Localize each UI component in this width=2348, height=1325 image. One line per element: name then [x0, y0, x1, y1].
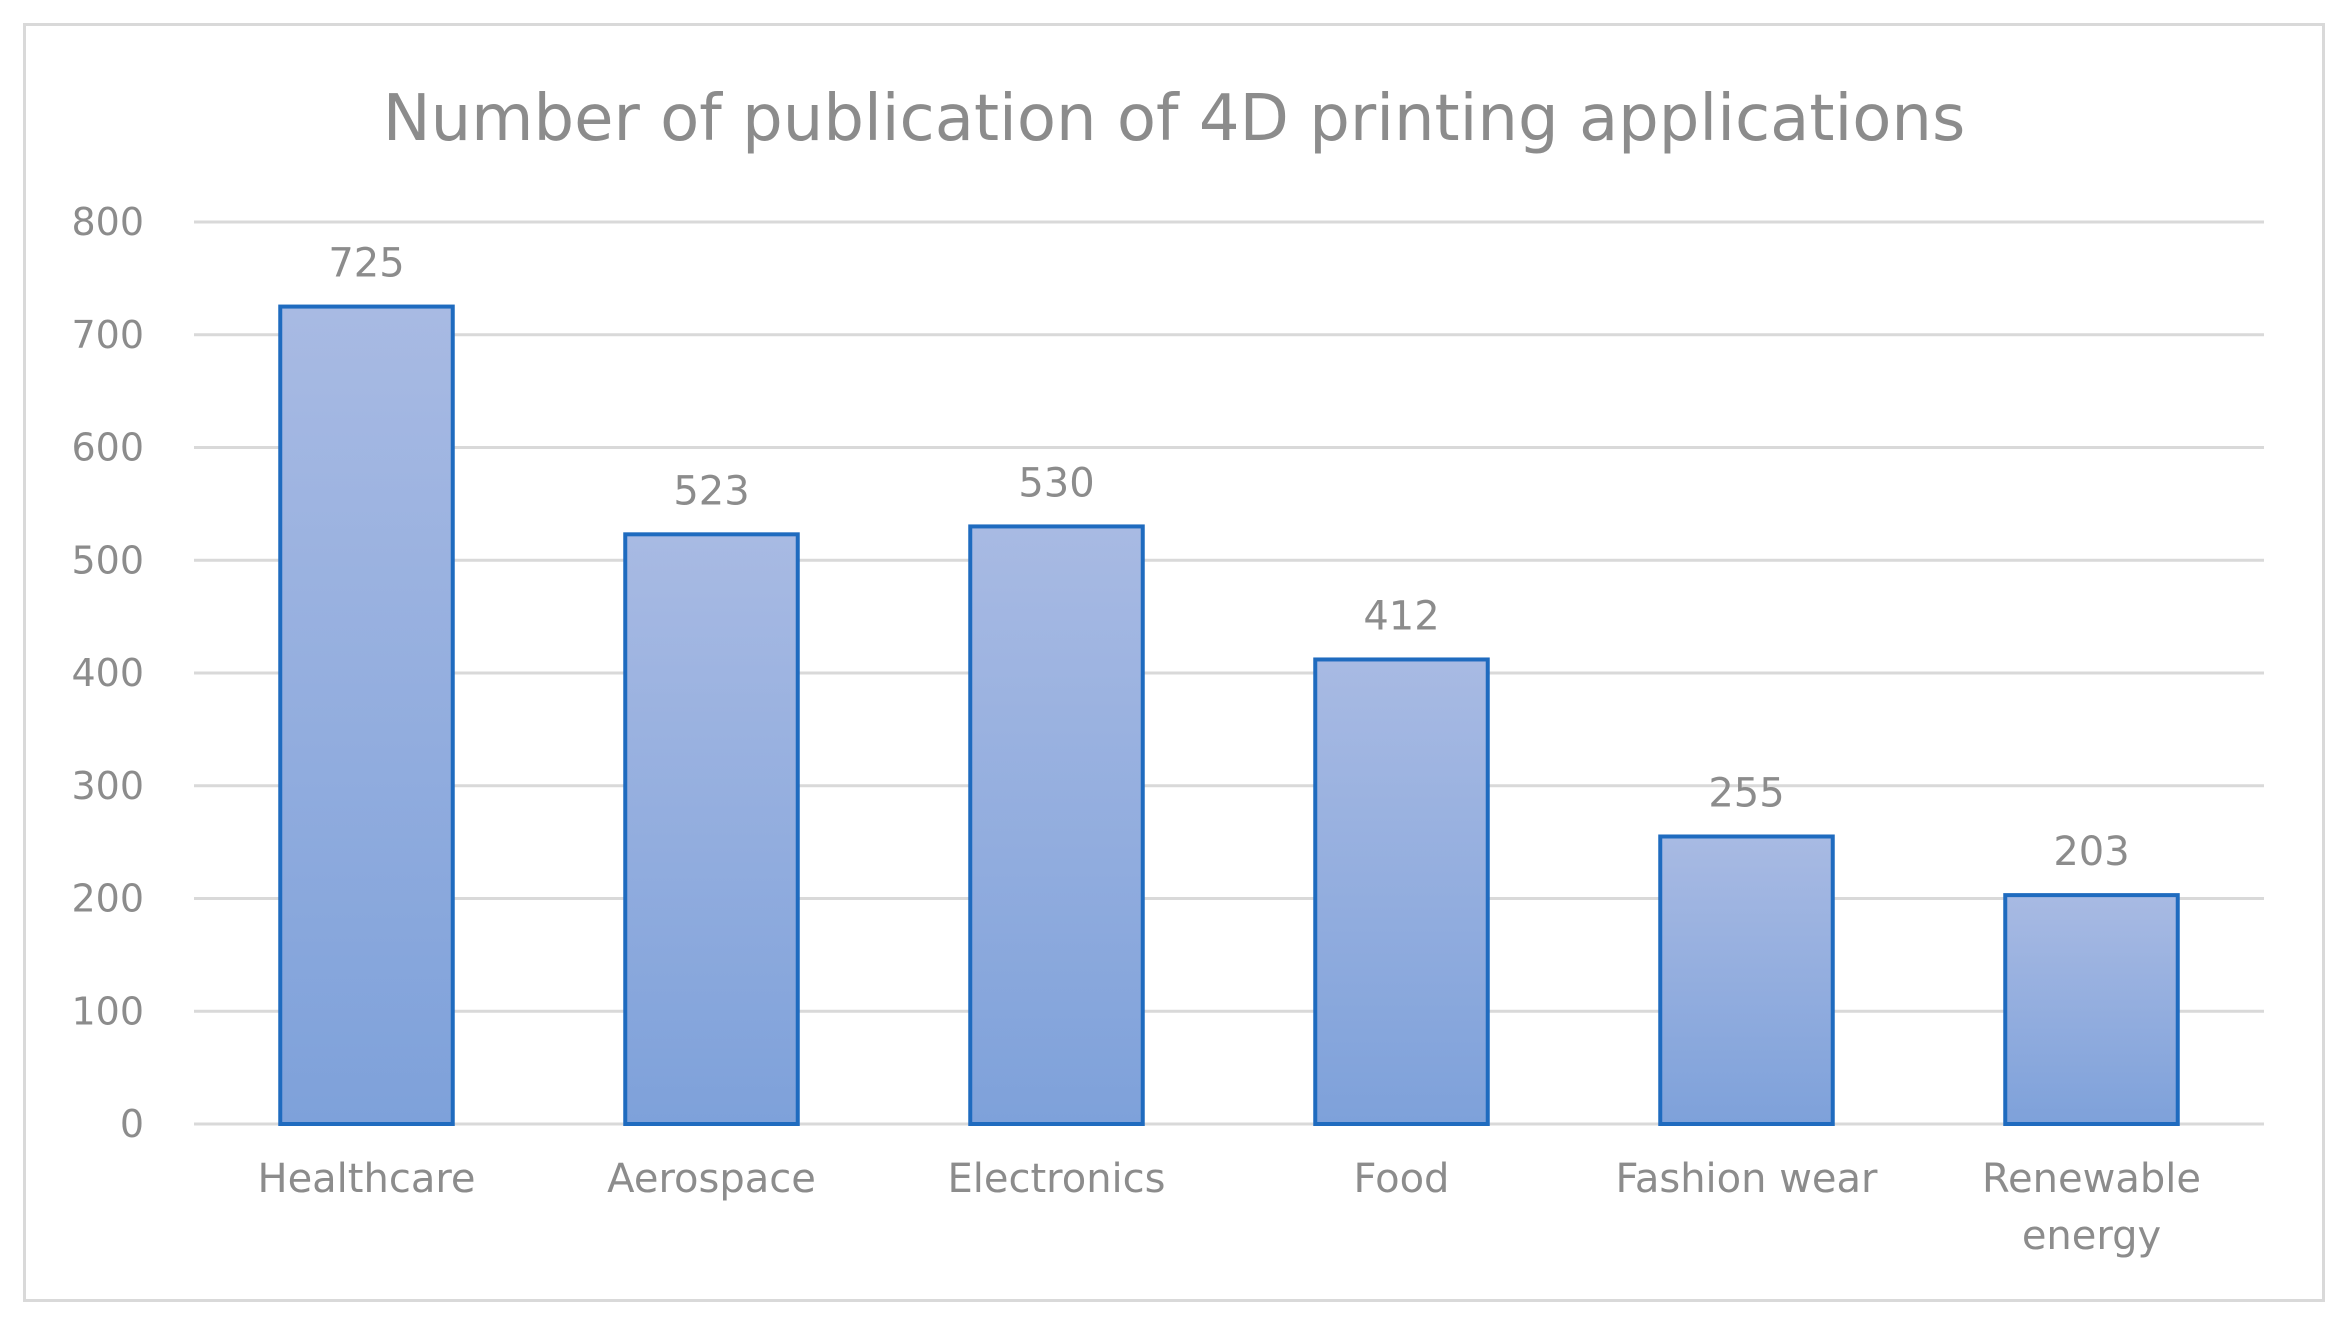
chart-title: Number of publication of 4D printing app… — [383, 82, 1966, 156]
bar-renewable-energy — [2003, 893, 2180, 1126]
bar-food — [1313, 657, 1490, 1126]
x-category-label: Renewable — [1982, 1156, 2201, 1202]
x-category-label: Fashion wear — [1616, 1156, 1879, 1202]
bar-electronics — [968, 524, 1145, 1126]
bar-fashion-wear — [1658, 834, 1835, 1126]
bar-aerospace — [623, 532, 800, 1126]
y-tick-label: 0 — [120, 1102, 144, 1146]
y-tick-label: 200 — [71, 877, 144, 921]
x-category-label: Electronics — [947, 1156, 1165, 1202]
x-axis-category-labels: Healthcare Aerospace Electronics Food Fashio… — [257, 1156, 2200, 1259]
x-category-label: Healthcare — [257, 1156, 475, 1202]
data-label: 725 — [328, 241, 404, 287]
bars — [278, 304, 2180, 1126]
y-tick-label: 100 — [71, 989, 144, 1033]
data-label: 203 — [2053, 829, 2129, 875]
bar-chart: Number of publication of 4D printing app… — [71, 82, 2264, 1259]
gridlines — [194, 220, 2264, 1126]
data-label: 412 — [1363, 593, 1439, 639]
y-axis-tick-labels: 0 100 200 300 400 500 600 700 800 — [71, 200, 144, 1146]
x-category-label: Food — [1354, 1156, 1450, 1202]
y-tick-label: 300 — [71, 764, 144, 808]
y-tick-label: 400 — [71, 651, 144, 695]
bar-healthcare — [278, 304, 455, 1126]
y-tick-label: 700 — [71, 313, 144, 357]
data-label: 523 — [673, 468, 749, 514]
y-tick-label: 500 — [71, 538, 144, 582]
data-label: 530 — [1018, 460, 1094, 506]
chart-frame: Number of publication of 4D printing app… — [23, 23, 2325, 1302]
data-label: 255 — [1708, 770, 1784, 816]
x-category-label: energy — [2022, 1213, 2161, 1259]
x-category-label: Aerospace — [607, 1156, 816, 1202]
data-labels: 725 523 530 412 255 203 — [328, 241, 2129, 876]
y-tick-label: 800 — [71, 200, 144, 244]
y-tick-label: 600 — [71, 426, 144, 470]
